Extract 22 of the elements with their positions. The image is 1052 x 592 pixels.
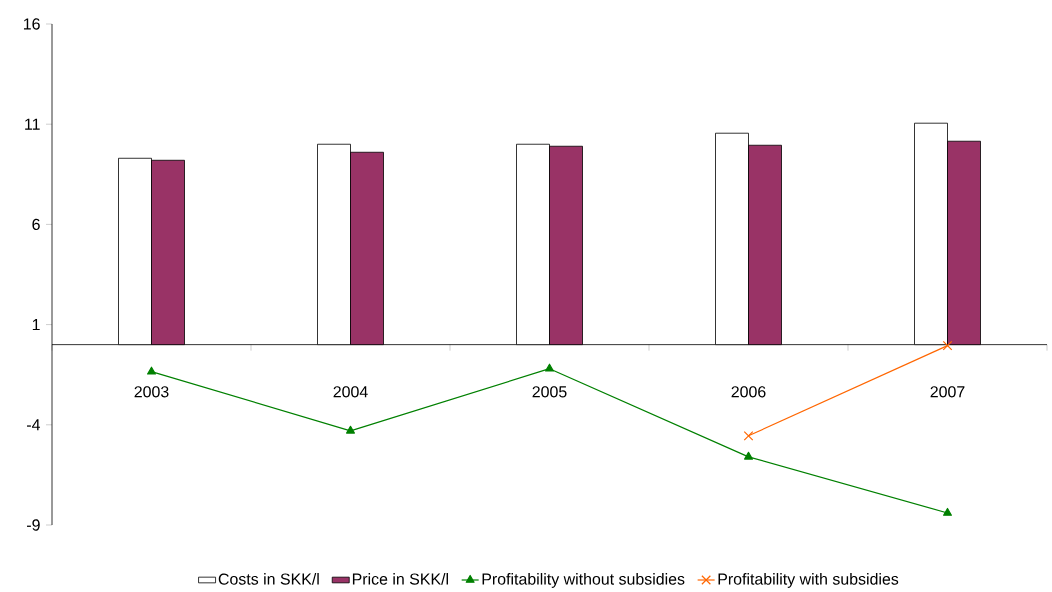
legend-label: Costs in SKK/l — [218, 573, 319, 585]
y-tick-label: -9 — [27, 519, 40, 531]
legend-label: Price in SKK/l — [352, 573, 448, 585]
legend-label: Profitability with subsidies — [718, 573, 899, 588]
point — [942, 340, 953, 351]
x-tick-label: 2005 — [532, 386, 567, 398]
point — [147, 366, 156, 375]
point — [545, 363, 554, 372]
point — [744, 451, 753, 460]
x-tick-label: 2004 — [333, 386, 368, 398]
x-tick-label: 2003 — [134, 386, 169, 398]
y-tick-label: 16 — [23, 18, 40, 30]
legend-label: Profitability without subsidies — [482, 573, 685, 588]
point — [743, 430, 754, 441]
point — [346, 425, 355, 434]
point — [943, 507, 952, 516]
y-tick-label: 11 — [25, 118, 40, 130]
y-tick-label: 1 — [32, 319, 40, 331]
y-tick-label: 6 — [32, 218, 40, 231]
y-tick-label: -4 — [27, 419, 41, 431]
x-tick-label: 2006 — [731, 386, 766, 398]
x-tick-label: 2007 — [930, 386, 965, 398]
